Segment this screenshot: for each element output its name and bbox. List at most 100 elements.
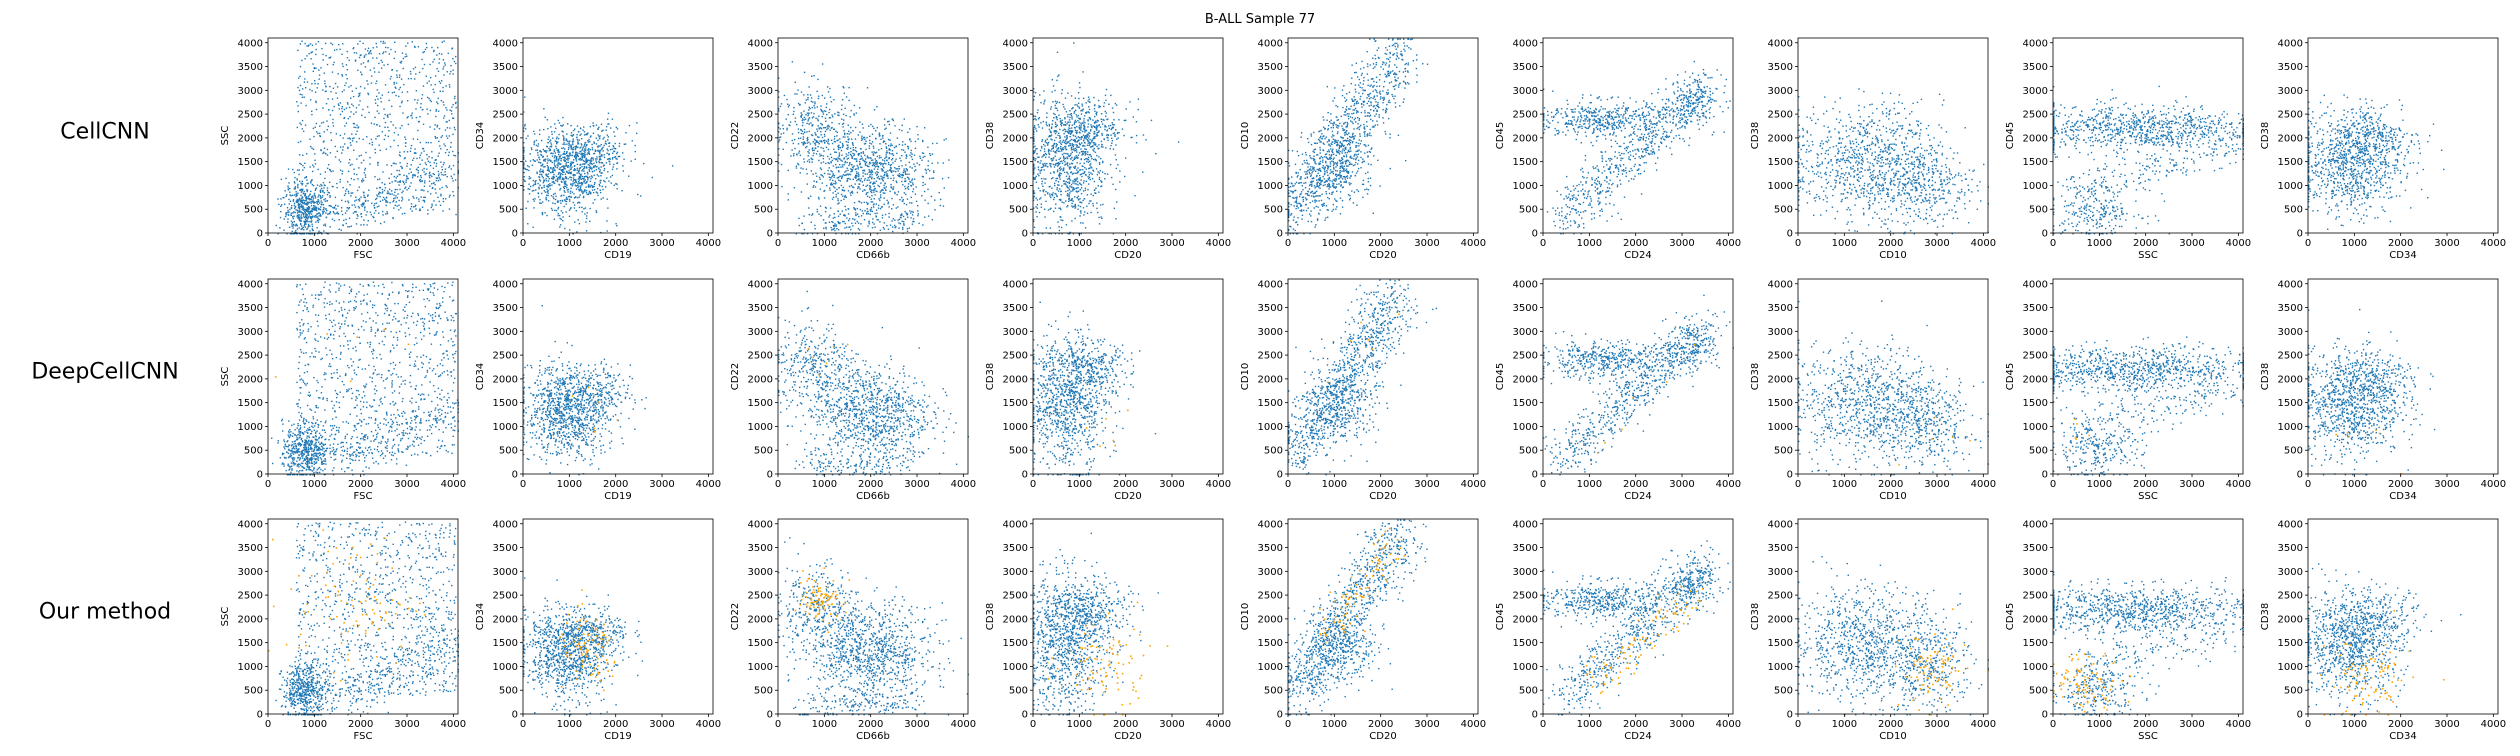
cell-point bbox=[598, 167, 599, 168]
cell-point bbox=[553, 198, 554, 199]
cell-point bbox=[385, 47, 386, 48]
cell-point bbox=[807, 99, 808, 100]
cell-point bbox=[815, 134, 816, 135]
cell-point bbox=[907, 228, 908, 229]
cell-point bbox=[334, 106, 335, 107]
cell-point bbox=[853, 179, 854, 180]
cell-point bbox=[288, 199, 289, 200]
cell-point bbox=[578, 185, 579, 186]
cell-point bbox=[844, 175, 845, 176]
cell-point bbox=[578, 178, 579, 179]
cell-point bbox=[870, 210, 871, 211]
cell-point bbox=[327, 194, 328, 195]
cell-point bbox=[451, 168, 452, 169]
cell-point bbox=[607, 207, 608, 208]
cell-point bbox=[540, 180, 541, 181]
cell-point bbox=[843, 158, 844, 159]
cell-point bbox=[451, 110, 452, 111]
cell-point bbox=[323, 187, 324, 188]
cell-point bbox=[573, 180, 574, 181]
cell-point bbox=[552, 153, 553, 154]
cell-point bbox=[298, 207, 299, 208]
cell-point bbox=[837, 111, 838, 112]
cell-point bbox=[404, 213, 405, 214]
cell-point bbox=[839, 158, 840, 159]
cell-point bbox=[445, 174, 446, 175]
cell-point bbox=[577, 164, 578, 165]
cell-point bbox=[822, 95, 823, 96]
cell-point bbox=[315, 43, 316, 44]
cell-point bbox=[327, 64, 328, 65]
cell-point bbox=[875, 130, 876, 131]
cell-point bbox=[589, 154, 590, 155]
cell-point bbox=[891, 172, 892, 173]
cell-point bbox=[442, 87, 443, 88]
cell-point bbox=[312, 184, 313, 185]
cell-point bbox=[572, 192, 573, 193]
cell-point bbox=[915, 169, 916, 170]
cell-point bbox=[883, 228, 884, 229]
cell-point bbox=[365, 174, 366, 175]
cell-point bbox=[574, 165, 575, 166]
cell-point bbox=[590, 178, 591, 179]
cell-point bbox=[893, 177, 894, 178]
cell-point bbox=[385, 187, 386, 188]
cell-point bbox=[449, 196, 450, 197]
cell-point bbox=[327, 168, 328, 169]
cell-point bbox=[824, 140, 825, 141]
cell-point bbox=[524, 96, 525, 97]
cell-point bbox=[389, 183, 390, 184]
cell-point bbox=[842, 160, 843, 161]
cell-point bbox=[307, 214, 308, 215]
cell-point bbox=[883, 227, 884, 228]
cell-point bbox=[402, 190, 403, 191]
cell-point bbox=[894, 219, 895, 220]
cell-point bbox=[824, 134, 825, 135]
cell-point bbox=[566, 165, 567, 166]
cell-point bbox=[374, 212, 375, 213]
cell-point bbox=[382, 171, 383, 172]
cell-point bbox=[816, 176, 817, 177]
cell-point bbox=[833, 158, 834, 159]
cell-point bbox=[904, 181, 905, 182]
cell-point bbox=[325, 153, 326, 154]
cell-point bbox=[294, 212, 295, 213]
cell-point bbox=[538, 176, 539, 177]
cell-point bbox=[405, 187, 406, 188]
cell-point bbox=[380, 192, 381, 193]
cell-point bbox=[433, 173, 434, 174]
cell-point bbox=[573, 138, 574, 139]
cell-point bbox=[449, 195, 450, 196]
x-tick-label: 1000 bbox=[812, 238, 837, 249]
cell-point bbox=[452, 151, 453, 152]
cell-point bbox=[784, 95, 785, 96]
cell-point bbox=[840, 141, 841, 142]
cell-point bbox=[850, 110, 851, 111]
cell-point bbox=[814, 228, 815, 229]
cell-point bbox=[837, 193, 838, 194]
cell-point bbox=[374, 176, 375, 177]
cell-point bbox=[799, 225, 800, 226]
cell-point bbox=[374, 117, 375, 118]
cell-point bbox=[604, 168, 605, 169]
cell-point bbox=[564, 192, 565, 193]
cell-point bbox=[289, 192, 290, 193]
cell-point bbox=[897, 219, 898, 220]
cell-point bbox=[419, 164, 420, 165]
cell-point bbox=[820, 131, 821, 132]
cell-point bbox=[437, 47, 438, 48]
cell-point bbox=[350, 111, 351, 112]
cell-point bbox=[445, 129, 446, 130]
cell-point bbox=[394, 192, 395, 193]
cell-point bbox=[375, 103, 376, 104]
cell-point bbox=[635, 159, 636, 160]
cell-point bbox=[450, 71, 451, 72]
cell-point bbox=[364, 117, 365, 118]
cell-point bbox=[1058, 151, 1059, 152]
cell-point bbox=[552, 162, 553, 163]
cell-point bbox=[570, 196, 571, 197]
cell-point bbox=[591, 157, 592, 158]
cell-point bbox=[425, 49, 426, 50]
cell-point bbox=[876, 106, 877, 107]
cell-point bbox=[422, 68, 423, 69]
